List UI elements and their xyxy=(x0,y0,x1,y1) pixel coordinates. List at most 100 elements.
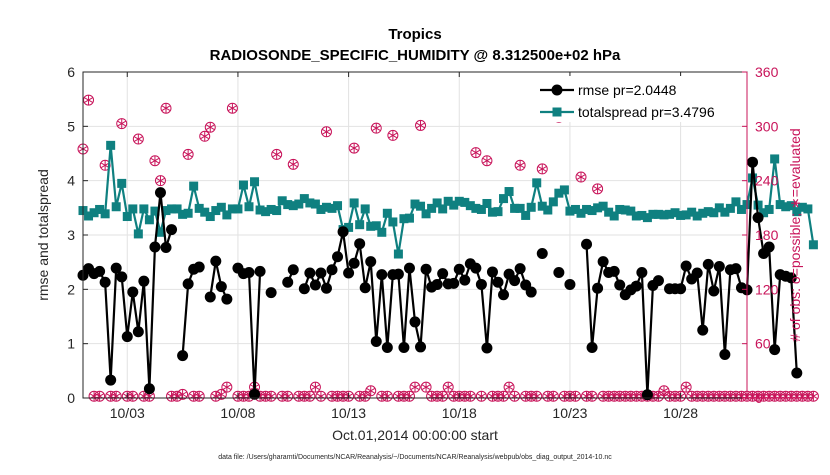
spread-point xyxy=(720,207,730,217)
y-tick-label-left: 0 xyxy=(67,390,75,406)
spread-point xyxy=(637,210,647,220)
spread-point xyxy=(532,178,542,188)
spread-point xyxy=(521,210,531,220)
spread-point xyxy=(692,211,702,221)
spread-point xyxy=(609,211,619,221)
rmse-point xyxy=(332,251,344,263)
spread-point xyxy=(709,208,719,218)
spread-point xyxy=(250,177,260,187)
obs-evaluated-point xyxy=(349,143,359,154)
spread-point xyxy=(642,213,652,223)
spread-point xyxy=(305,198,315,208)
rmse-point xyxy=(149,241,161,253)
spread-point xyxy=(227,204,237,214)
spread-point xyxy=(659,210,669,220)
spread-point xyxy=(759,208,769,218)
y-tick-label-right: 120 xyxy=(755,281,779,297)
rmse-point xyxy=(636,266,648,278)
spread-point xyxy=(410,199,420,209)
spread-point xyxy=(272,206,282,216)
spread-point xyxy=(438,204,448,214)
obs-evaluated-point xyxy=(133,134,143,145)
rmse-point xyxy=(459,274,471,286)
ticks: 10/03 10/08 10/13 10/18 10/23 10/280123456060… xyxy=(67,64,778,421)
spread-point xyxy=(714,203,724,213)
rmse-point xyxy=(177,350,189,362)
rmse-point xyxy=(243,266,255,278)
spread-point xyxy=(482,198,492,208)
y-tick-label-right: 60 xyxy=(755,336,771,352)
x-tick-label: 10/28 xyxy=(663,405,698,421)
obs-evaluated-point xyxy=(161,103,171,114)
rmse-point xyxy=(525,286,537,298)
legend-rmse-label: rmse pr=2.0448 xyxy=(578,82,677,98)
obs-evaluated-point xyxy=(443,382,453,393)
obs-evaluated-point xyxy=(471,147,481,158)
y-tick-label-left: 4 xyxy=(67,173,75,189)
rmse-point xyxy=(708,285,720,297)
spread-point xyxy=(454,196,464,206)
rmse-point xyxy=(337,226,349,238)
rmse-point xyxy=(614,279,626,291)
obs-evaluated-point xyxy=(288,159,298,170)
chart-title-line2: RADIOSONDE_SPECIFIC_HUMIDITY @ 8.312500e… xyxy=(210,47,621,64)
spread-point xyxy=(244,202,254,212)
obs-evaluated-point xyxy=(808,391,818,402)
obs-evaluated-point xyxy=(515,160,525,171)
rmse-point xyxy=(99,276,111,288)
obs-evaluated-point xyxy=(421,382,431,393)
spread-point xyxy=(559,185,569,195)
spread-point xyxy=(665,209,675,219)
spread-point xyxy=(504,187,514,197)
spread-point xyxy=(598,201,608,211)
rmse-point xyxy=(470,262,482,274)
rmse-point xyxy=(282,276,294,288)
spread-point xyxy=(554,188,564,198)
spread-point xyxy=(770,154,780,164)
rmse-point xyxy=(680,260,692,272)
spread-point xyxy=(681,210,691,220)
spread-point xyxy=(382,208,392,218)
y-axis-label-left: rmse and totalspread xyxy=(35,169,51,301)
rmse-point xyxy=(509,275,521,287)
spread-point xyxy=(416,201,426,211)
y-tick-label-right: 360 xyxy=(755,64,779,80)
rmse-point xyxy=(747,156,759,168)
spread-point xyxy=(360,204,370,214)
rmse-point xyxy=(298,283,310,295)
spread-point xyxy=(582,204,592,214)
obs-evaluated-point xyxy=(200,131,210,142)
spread-point xyxy=(128,204,138,214)
obs-evaluated-point xyxy=(155,175,166,186)
obs-evaluated-point xyxy=(388,130,398,141)
rmse-point xyxy=(320,282,332,294)
obs-evaluated-point xyxy=(504,382,514,393)
spread-point xyxy=(537,201,547,211)
obs-evaluated-point xyxy=(593,183,603,194)
rmse-point xyxy=(415,341,427,353)
spread-point xyxy=(266,204,276,214)
spread-point xyxy=(803,204,813,214)
spread-point xyxy=(548,197,558,207)
spread-point xyxy=(593,203,603,213)
rmse-line xyxy=(303,231,533,349)
spread-point xyxy=(194,203,204,213)
spread-point xyxy=(515,203,525,213)
rmse-point xyxy=(116,271,128,283)
y-tick-label-left: 6 xyxy=(67,64,75,80)
rmse-point xyxy=(354,238,366,250)
rmse-point xyxy=(536,247,548,259)
spread-point xyxy=(698,208,708,218)
spread-point xyxy=(371,221,381,231)
rmse-point xyxy=(730,263,742,275)
legend-spread-marker xyxy=(552,107,562,117)
rmse-point xyxy=(365,256,377,268)
spread-point xyxy=(731,197,741,207)
x-axis-label: Oct.01,2014 00:00:00 start xyxy=(332,427,498,443)
spread-point xyxy=(183,208,193,218)
obs-evaluated-point xyxy=(415,120,426,131)
spread-point xyxy=(670,208,680,218)
spread-point xyxy=(344,222,354,232)
